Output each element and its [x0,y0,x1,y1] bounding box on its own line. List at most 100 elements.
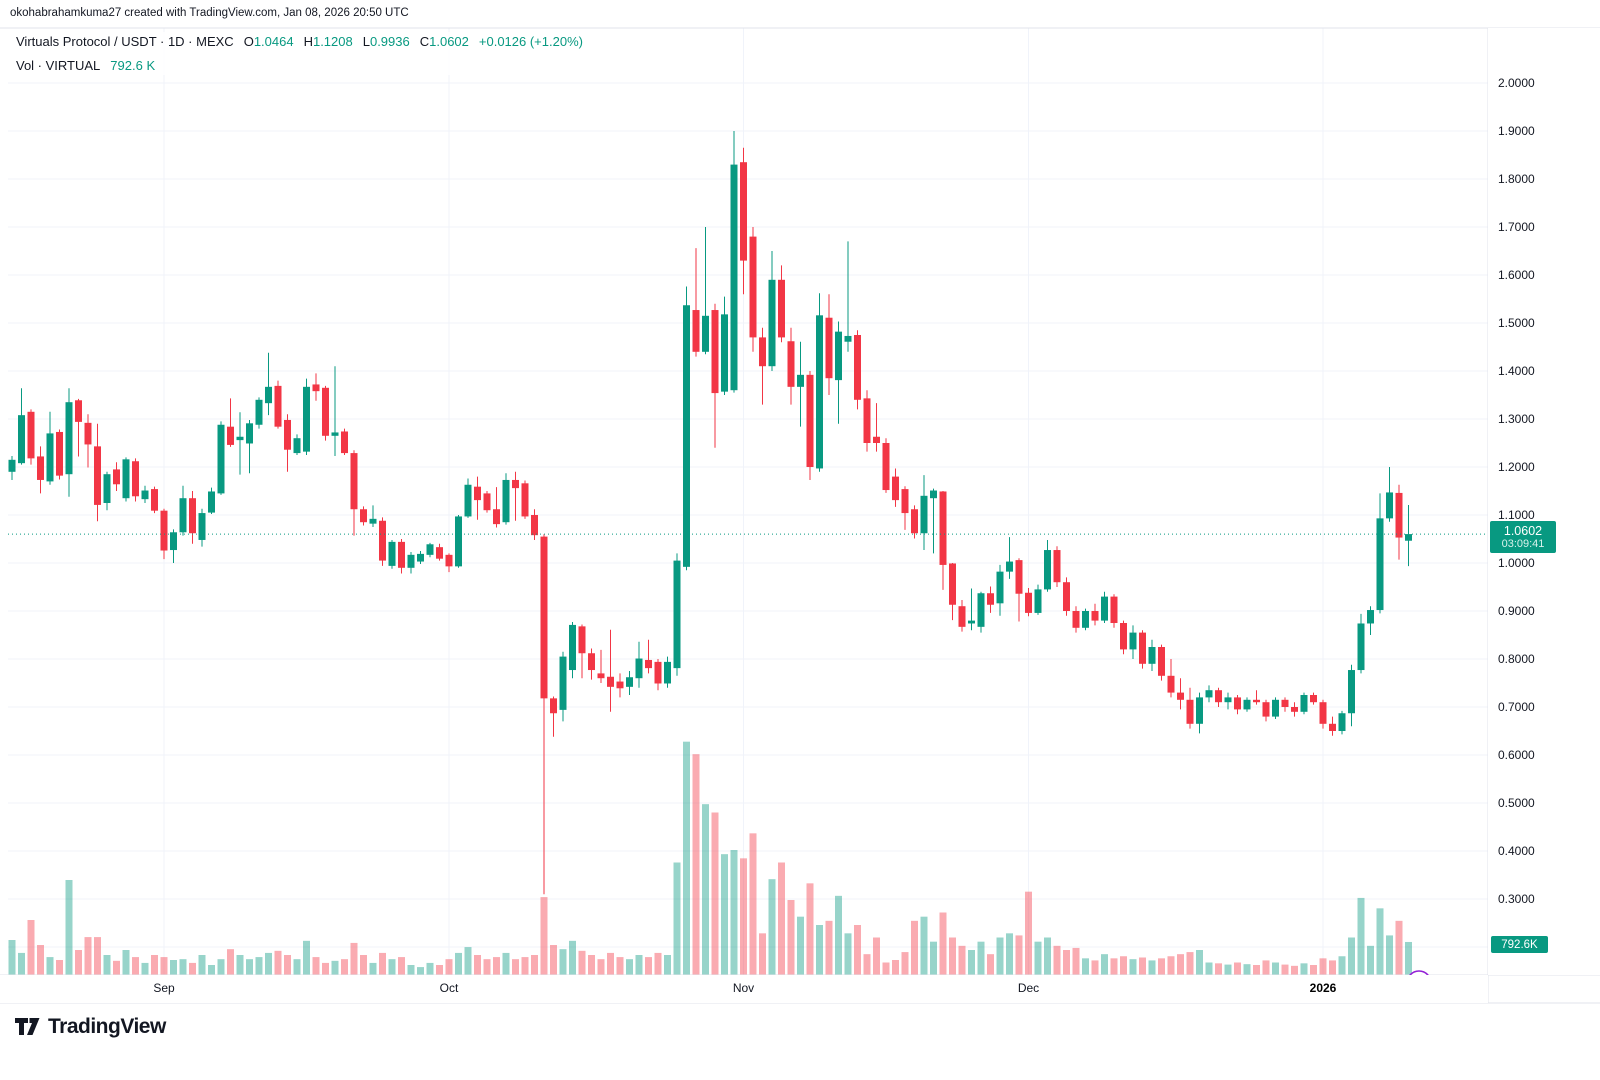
volume-bar [901,952,909,975]
candle-body [1243,699,1251,710]
volume-bar [578,950,586,975]
price-tick-label: 0.7000 [1498,700,1535,714]
volume-bar [1262,960,1270,975]
candle-body [255,399,263,425]
candle-body [1015,560,1023,594]
volume-bar [350,942,358,975]
candle-body [1196,697,1203,724]
price-axis[interactable]: 0.20000.30000.40000.50000.60000.70000.80… [1488,28,1600,975]
volume-bar [502,952,510,975]
volume-bar [227,949,234,975]
candle-body [1063,582,1070,611]
candle-body [322,387,329,436]
candle-body [901,489,909,514]
candle-body [1205,690,1213,698]
time-tick-label: Nov [732,981,755,995]
candle-body [749,236,757,338]
candle-body [236,436,244,441]
candle-body [274,385,282,427]
volume-bar [1053,945,1061,975]
volume-bar [1281,964,1289,975]
volume-bar [198,955,206,975]
volume-bar [588,955,595,975]
volume-bar [1072,947,1080,975]
volume-bar [426,962,434,975]
candle-body [1310,695,1317,703]
candle-body [835,331,842,381]
volume-bar [939,912,947,975]
volume-bar [806,883,814,975]
volume-bar [1329,960,1336,975]
volume-bar [369,962,377,975]
volume-bar [103,955,111,975]
candle-body [445,554,453,567]
candle-body [27,411,35,459]
tradingview-logo-icon [15,1018,40,1035]
volume-bar [151,955,158,975]
volume-bar [493,957,500,975]
volume-bar [189,962,196,975]
volume-bar [445,959,453,975]
candle-body [797,374,804,387]
time-tick-label: 2026 [1309,981,1337,995]
candle-body [1386,492,1393,519]
volume-bar [322,962,329,975]
candle-body [502,479,510,523]
volume-bar [483,959,491,975]
candle-body [654,661,662,684]
candle-body [711,310,719,394]
candle-body [892,476,899,501]
volume-bar [1395,920,1403,975]
volume-bar [331,960,339,975]
volume-bar [1167,956,1175,975]
volume-bar [550,945,557,975]
volume-bar [84,937,92,975]
candle-body [198,513,206,540]
bar-countdown: 03:09:41 [1501,538,1545,550]
ohlc-close: C1.0602 [419,34,469,49]
volume-bar [1205,962,1213,975]
volume-bar [607,952,614,975]
symbol-title[interactable]: Virtuals Protocol / USDT · 1D · MEXC [16,34,234,49]
price-tick-label: 0.5000 [1498,796,1535,810]
tradingview-logo[interactable]: TradingView [14,1014,166,1039]
candle-body [141,490,149,500]
candle-body [189,498,196,534]
volume-bar [635,955,643,975]
candle-body [730,164,738,391]
candle-body [208,491,215,513]
volume-bar [94,937,101,975]
volume-bar [388,959,396,975]
candle-body [1044,550,1051,590]
volume-bar [1386,935,1393,975]
volume-bar [1063,950,1070,975]
volume-bar [160,957,168,975]
volume-bar [1253,965,1260,975]
candle-body [8,459,16,472]
candle-body [1034,589,1042,613]
candle-body [1025,592,1032,613]
time-tick-label: Oct [439,981,459,995]
tradingview-logo-text: TradingView [48,1014,166,1038]
candle-body [37,456,44,480]
price-tick-label: 1.5000 [1498,316,1535,330]
candle-body [939,491,947,565]
volume-bar [512,959,519,975]
volume-bar [787,900,795,975]
time-axis[interactable]: Sep Oct Nov Dec 2026 [0,975,1488,1003]
volume-bar [1291,965,1298,975]
volume-bar [1158,958,1165,975]
volume-bar [8,940,16,975]
volume-bar [664,955,671,975]
candle-body [740,162,747,261]
volume-bar [835,895,842,975]
volume-label[interactable]: Vol · VIRTUAL [16,58,101,73]
candle-body [977,593,985,627]
candle-body [1072,611,1080,628]
volume-bar [616,957,624,975]
candle-body [1129,632,1137,650]
candle-body [863,398,871,443]
volume-bar [740,858,747,975]
volume-bar [816,925,823,975]
